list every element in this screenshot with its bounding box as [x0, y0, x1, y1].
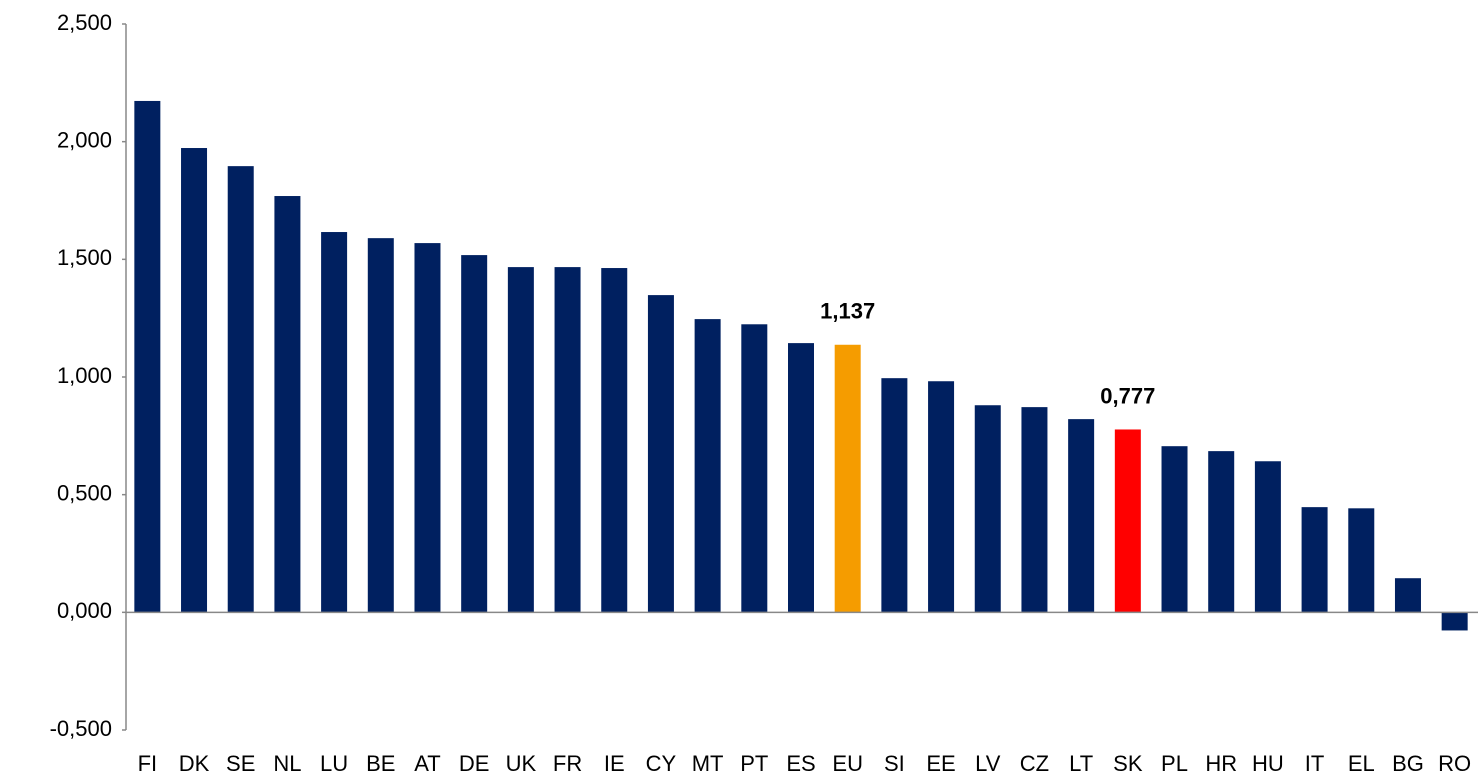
y-tick-label: -0,500: [50, 716, 112, 741]
x-tick-label: NL: [273, 751, 301, 776]
bar: [647, 295, 674, 613]
bar: [928, 381, 955, 613]
x-tick-label: LT: [1069, 751, 1093, 776]
bar: [367, 238, 394, 613]
bar: [1208, 451, 1235, 613]
x-tick-label: EL: [1348, 751, 1375, 776]
bar: [414, 243, 441, 613]
value-label: 1,137: [820, 299, 875, 324]
x-tick-label: AT: [414, 751, 440, 776]
bar: [1114, 429, 1141, 613]
y-tick-label: 1,500: [57, 245, 112, 270]
x-tick-label: CY: [646, 751, 677, 776]
bar: [694, 319, 721, 613]
bar: [788, 343, 814, 613]
x-tick-label: EE: [926, 751, 955, 776]
bar: [1394, 578, 1421, 613]
bar: [461, 255, 488, 613]
value-label: 0,777: [1100, 383, 1155, 408]
x-tick-label: DE: [459, 751, 490, 776]
x-tick-label: BG: [1392, 751, 1424, 776]
x-tick-label: DK: [179, 751, 210, 776]
bar: [1301, 507, 1328, 613]
x-tick-label: CZ: [1020, 751, 1049, 776]
bar: [134, 100, 161, 613]
x-tick-label: MT: [692, 751, 724, 776]
x-tick-label: IE: [604, 751, 625, 776]
bar: [507, 267, 534, 613]
x-tick-label: HU: [1252, 751, 1284, 776]
y-tick-label: 0,500: [57, 480, 112, 505]
x-tick-label: LU: [320, 751, 348, 776]
y-tick-label: 0,000: [57, 598, 112, 623]
x-tick-label: RO: [1438, 751, 1471, 776]
x-tick-label: HR: [1205, 751, 1237, 776]
x-tick-label: LV: [975, 751, 1001, 776]
bar: [601, 268, 628, 613]
y-tick-label: 2,000: [57, 127, 112, 152]
bar: [554, 267, 581, 613]
x-tick-label: SE: [226, 751, 255, 776]
x-tick-label: EU: [832, 751, 863, 776]
bar: [974, 405, 1001, 613]
bar: [227, 166, 254, 613]
bar: [741, 324, 768, 613]
x-tick-label: IT: [1305, 751, 1325, 776]
bar: [181, 148, 208, 613]
bar: [1161, 446, 1188, 613]
x-tick-label: ES: [786, 751, 815, 776]
y-tick-label: 2,500: [57, 10, 112, 35]
x-tick-label: UK: [506, 751, 537, 776]
x-tick-label: SK: [1113, 751, 1143, 776]
bar: [1348, 508, 1375, 613]
x-tick-label: FI: [138, 751, 158, 776]
bar: [1254, 461, 1281, 613]
x-tick-label: PT: [740, 751, 768, 776]
bar: [834, 344, 861, 613]
bar: [1441, 612, 1468, 631]
x-tick-label: PL: [1161, 751, 1188, 776]
bar: [881, 378, 908, 613]
x-tick-label: SI: [884, 751, 905, 776]
bar: [1021, 407, 1048, 613]
y-tick-label: 1,000: [57, 363, 112, 388]
x-tick-label: BE: [366, 751, 395, 776]
bar: [274, 196, 301, 613]
x-tick-label: FR: [553, 751, 582, 776]
bar: [1068, 419, 1095, 613]
bar: [321, 232, 348, 613]
